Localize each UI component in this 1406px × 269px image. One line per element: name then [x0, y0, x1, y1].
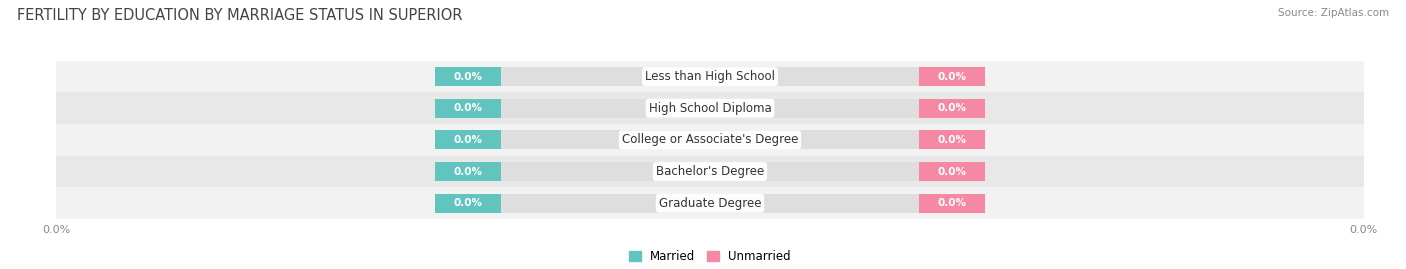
Text: 0.0%: 0.0% [938, 135, 966, 145]
Bar [56, 124, 1364, 156]
Bar [920, 194, 984, 213]
Bar [436, 99, 710, 118]
Text: 0.0%: 0.0% [938, 198, 966, 208]
Bar [56, 93, 1364, 124]
Bar [436, 162, 710, 181]
Text: 0.0%: 0.0% [454, 198, 482, 208]
Bar [710, 99, 984, 118]
Bar [436, 130, 501, 149]
Bar [56, 156, 1364, 187]
Text: Less than High School: Less than High School [645, 70, 775, 83]
Bar [710, 194, 984, 213]
Text: Source: ZipAtlas.com: Source: ZipAtlas.com [1278, 8, 1389, 18]
Text: 0.0%: 0.0% [454, 103, 482, 113]
Bar [56, 187, 1364, 219]
Text: 0.0%: 0.0% [454, 167, 482, 176]
Text: Graduate Degree: Graduate Degree [659, 197, 761, 210]
Bar [710, 67, 984, 86]
Text: Bachelor's Degree: Bachelor's Degree [657, 165, 763, 178]
Text: 0.0%: 0.0% [454, 72, 482, 82]
Legend: Married, Unmarried: Married, Unmarried [628, 250, 792, 263]
Text: 0.0%: 0.0% [938, 167, 966, 176]
Bar [920, 99, 984, 118]
Bar [56, 61, 1364, 93]
Text: FERTILITY BY EDUCATION BY MARRIAGE STATUS IN SUPERIOR: FERTILITY BY EDUCATION BY MARRIAGE STATU… [17, 8, 463, 23]
Bar [436, 194, 501, 213]
Bar [920, 130, 984, 149]
Bar [920, 162, 984, 181]
Bar [436, 67, 501, 86]
Bar [920, 67, 984, 86]
Bar [436, 99, 501, 118]
Bar [710, 130, 984, 149]
Text: 0.0%: 0.0% [454, 135, 482, 145]
Text: High School Diploma: High School Diploma [648, 102, 772, 115]
Bar [436, 162, 501, 181]
Text: College or Associate's Degree: College or Associate's Degree [621, 133, 799, 146]
Bar [436, 194, 710, 213]
Text: 0.0%: 0.0% [938, 103, 966, 113]
Bar [436, 130, 710, 149]
Bar [436, 67, 710, 86]
Text: 0.0%: 0.0% [938, 72, 966, 82]
Bar [710, 162, 984, 181]
